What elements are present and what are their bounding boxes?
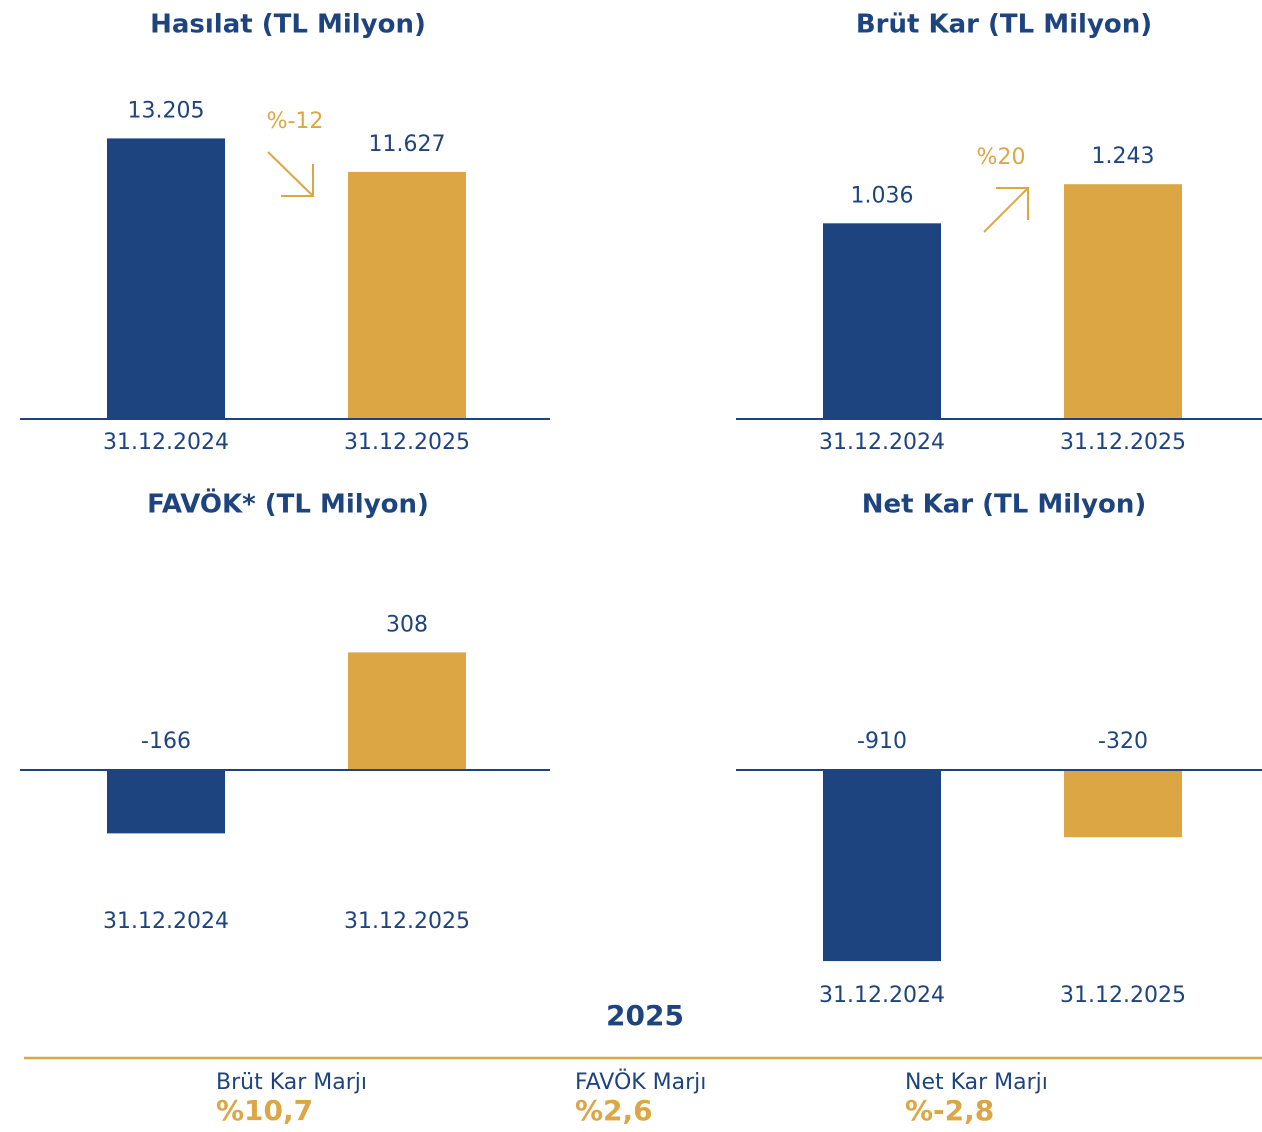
value-label: 1.036: [851, 183, 914, 208]
value-label: -910: [857, 729, 907, 754]
x-tick-label: 31.12.2024: [819, 983, 945, 1008]
bar: [823, 223, 941, 419]
x-tick-label: 31.12.2024: [103, 909, 229, 934]
summary-value: %2,6: [575, 1094, 653, 1127]
bar: [1064, 184, 1182, 419]
bar: [348, 652, 466, 770]
bar: [1064, 770, 1182, 838]
value-label: 11.627: [369, 132, 446, 157]
value-label: 13.205: [128, 98, 205, 123]
down-arrow-head: [281, 164, 314, 197]
summary-year: 2025: [606, 999, 684, 1032]
x-tick-label: 31.12.2025: [1060, 430, 1186, 455]
change-annotation: %20: [977, 145, 1026, 170]
summary-value: %10,7: [216, 1094, 313, 1127]
bar: [107, 138, 225, 420]
value-label: -320: [1098, 729, 1148, 754]
chart-title: FAVÖK* (TL Milyon): [147, 487, 429, 520]
value-label: -166: [141, 729, 191, 754]
x-tick-label: 31.12.2025: [1060, 983, 1186, 1008]
bar: [348, 171, 466, 419]
summary-label: Brüt Kar Marjı: [216, 1070, 367, 1095]
chart-title: Brüt Kar (TL Milyon): [856, 10, 1152, 40]
change-annotation: %-12: [267, 109, 324, 134]
chart-title: Hasılat (TL Milyon): [150, 10, 426, 40]
up-arrow-head: [996, 187, 1029, 220]
bar: [823, 770, 941, 962]
x-tick-label: 31.12.2025: [344, 430, 470, 455]
x-tick-label: 31.12.2025: [344, 909, 470, 934]
summary-label: FAVÖK Marjı: [575, 1069, 706, 1095]
x-tick-label: 31.12.2024: [819, 430, 945, 455]
chart-title: Net Kar (TL Milyon): [862, 490, 1147, 520]
value-label: 1.243: [1092, 144, 1155, 169]
summary-value: %-2,8: [905, 1094, 994, 1127]
down-arrow: [267, 151, 314, 197]
bar: [107, 770, 225, 834]
up-arrow: [983, 187, 1029, 233]
summary-label: Net Kar Marjı: [905, 1070, 1048, 1095]
value-label: 308: [386, 612, 428, 637]
x-tick-label: 31.12.2024: [103, 430, 229, 455]
